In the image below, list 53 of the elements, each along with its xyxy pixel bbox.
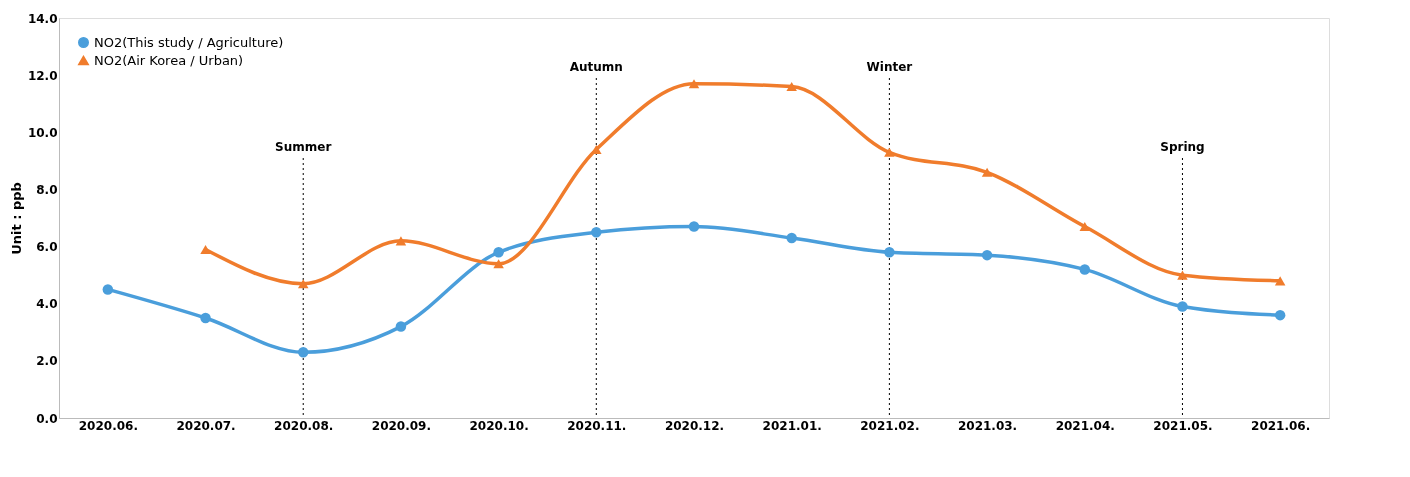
point (786, 232, 797, 244)
point (688, 221, 700, 232)
x-tick-label: 2020.09. (371, 418, 432, 433)
point (1274, 309, 1286, 321)
point (1177, 270, 1188, 280)
point (297, 279, 309, 289)
x-tick-label: 2021.02. (860, 418, 920, 433)
y-tick-label: 6.0 (36, 240, 58, 255)
point (200, 244, 211, 254)
x-tick-label: 2020.07. (176, 418, 236, 433)
ref-line-label: Winter (866, 60, 913, 74)
y-tick-label: 14.0 (27, 11, 58, 26)
x-tick-label: 2020.12. (664, 418, 725, 433)
point (102, 284, 114, 295)
x-tick-label: 2021.03. (957, 418, 1018, 433)
x-tick-label: 2020.10. (469, 418, 529, 433)
point (591, 144, 602, 154)
point (493, 247, 504, 258)
y-tick-label: 0.0 (36, 411, 58, 426)
point (591, 227, 602, 238)
x-tick-label: 2021.05. (1153, 418, 1213, 433)
x-tick-label: 2020.06. (78, 418, 138, 433)
point (688, 79, 700, 89)
point (1079, 264, 1091, 275)
point (1079, 222, 1091, 232)
y-axis-title: Unit : ppb (8, 182, 24, 255)
legend-label: NO2(This study / Agriculture) (94, 34, 284, 50)
point (1177, 301, 1188, 312)
point (493, 259, 504, 269)
point (297, 347, 309, 358)
point (1274, 276, 1286, 286)
y-tick-label: 4.0 (36, 297, 58, 312)
ref-line-label: Summer (275, 140, 332, 154)
x-tick-label: 2020.08. (274, 418, 334, 433)
point (884, 147, 895, 157)
x-tick-label: 2021.06. (1251, 418, 1311, 433)
y-tick-label: 8.0 (36, 182, 58, 197)
point (395, 236, 407, 246)
y-tick-label: 12.0 (27, 68, 58, 83)
ref-line-label: Spring (1160, 140, 1205, 154)
point (395, 321, 407, 332)
x-tick-label: 2021.01. (762, 418, 822, 433)
ref-line-label: Autumn (569, 60, 623, 74)
point (981, 167, 993, 177)
point (786, 82, 797, 92)
x-tick-label: 2021.04. (1055, 418, 1115, 433)
legend-label: NO2(Air Korea / Urban) (94, 52, 244, 68)
y-tick-label: 2.0 (36, 354, 58, 369)
point (981, 249, 993, 261)
point (884, 247, 895, 258)
y-tick-label: 10.0 (27, 125, 58, 140)
point (200, 312, 211, 324)
x-tick-label: 2020.11. (567, 418, 627, 433)
